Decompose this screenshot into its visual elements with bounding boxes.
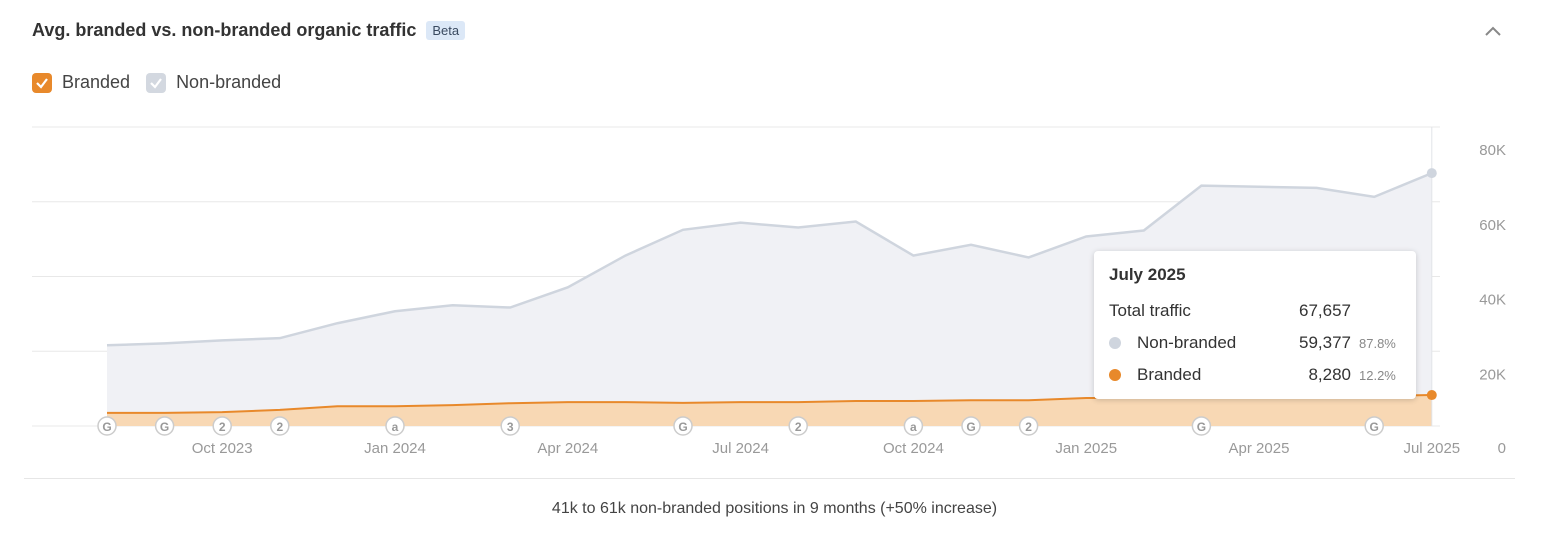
annotation-marker-icon: [673, 416, 693, 436]
annotation-label: G: [966, 420, 975, 434]
branded-dot-icon: [1109, 369, 1121, 381]
non-branded-line: [106, 171, 1433, 347]
annotation-label: a: [392, 420, 399, 434]
legend: Branded Non-branded: [32, 72, 281, 93]
annotation-marker-icon: [1364, 416, 1384, 436]
x-tick-label: Jul 2024: [712, 440, 769, 457]
annotation-marker-icon: [788, 416, 808, 436]
annotation-label: G: [160, 420, 169, 434]
x-tick-label: Oct 2024: [883, 440, 944, 457]
tooltip: July 2025 Total traffic 67,657 Non-brande…: [1094, 251, 1416, 399]
tooltip-label: Branded: [1137, 365, 1202, 384]
annotation-label: a: [910, 420, 917, 434]
annotation-label: G: [678, 420, 687, 434]
checkbox-checked-icon: [32, 72, 52, 93]
y-tick-label: 80K: [1479, 142, 1506, 159]
annotation-label: 2: [219, 420, 226, 434]
annotation-label: G: [1370, 420, 1379, 434]
non-branded-dot-icon: [1109, 337, 1121, 349]
tooltip-row-non-branded: Non-branded 59,377 87.8%: [1109, 327, 1401, 359]
branded-point: [1426, 390, 1437, 401]
legend-branded-checkbox[interactable]: Branded: [32, 72, 130, 93]
tooltip-pct: 87.8%: [1359, 335, 1396, 351]
y-tick-label: 40K: [1479, 292, 1506, 309]
title-text: Avg. branded vs. non-branded organic tra…: [32, 20, 417, 40]
tooltip-label: Total traffic: [1109, 301, 1191, 320]
legend-label: Branded: [62, 72, 131, 92]
annotation-label: 2: [276, 420, 283, 434]
y-tick-label: 20K: [1479, 366, 1506, 383]
non-branded-point: [1426, 168, 1437, 179]
x-tick-label: Jan 2024: [364, 440, 426, 457]
annotation-label: 2: [1025, 420, 1032, 434]
tooltip-value: 59,377: [1299, 333, 1351, 352]
annotation-marker-icon: [97, 416, 117, 436]
annotation-marker-icon: [903, 416, 924, 436]
x-tick-label: Jul 2025: [1403, 440, 1460, 457]
annotation-label: G: [102, 420, 111, 434]
annotation-marker-icon: [385, 416, 405, 436]
tooltip-pct: 12.2%: [1359, 367, 1396, 383]
beta-badge: Beta: [426, 21, 466, 40]
tooltip-value: 67,657: [1299, 301, 1351, 320]
branded-area: [107, 395, 1432, 426]
y-tick-label: 0: [1498, 440, 1506, 457]
divider: [24, 478, 1515, 479]
annotation-marker-icon: [270, 416, 290, 436]
annotation-marker-icon: [1191, 416, 1212, 436]
annotation-marker-icon: [1018, 416, 1039, 436]
annotation-marker-icon: [961, 416, 981, 436]
checkbox-checked-icon: [146, 72, 167, 93]
legend-non-branded-checkbox[interactable]: Non-branded: [146, 72, 281, 93]
y-tick-label: 60K: [1479, 217, 1506, 234]
annotation-label: G: [1197, 420, 1206, 434]
annotation-label: 2: [795, 420, 802, 434]
annotation-marker-icon: [212, 416, 232, 436]
x-tick-label: Oct 2023: [192, 440, 253, 457]
legend-label: Non-branded: [176, 72, 282, 92]
tooltip-value: 8,280: [1308, 365, 1351, 384]
tooltip-row-total: Total traffic 67,657: [1109, 295, 1401, 327]
chart-title: Avg. branded vs. non-branded organic tra…: [32, 20, 466, 41]
annotation-marker-icon: [500, 416, 520, 436]
x-tick-label: Apr 2024: [537, 440, 598, 457]
x-tick-label: Jan 2025: [1055, 440, 1117, 457]
tooltip-title: July 2025: [1109, 265, 1186, 284]
collapse-chevron-up-icon[interactable]: [1482, 20, 1504, 42]
chart-caption: 41k to 61k non-branded positions in 9 mo…: [551, 500, 998, 517]
annotation-label: 3: [507, 420, 514, 434]
annotation-marker-icon: [154, 416, 175, 436]
tooltip-label: Non-branded: [1137, 333, 1237, 352]
x-tick-label: Apr 2025: [1229, 440, 1290, 457]
tooltip-row-branded: Branded 8,280 12.2%: [1109, 359, 1401, 391]
